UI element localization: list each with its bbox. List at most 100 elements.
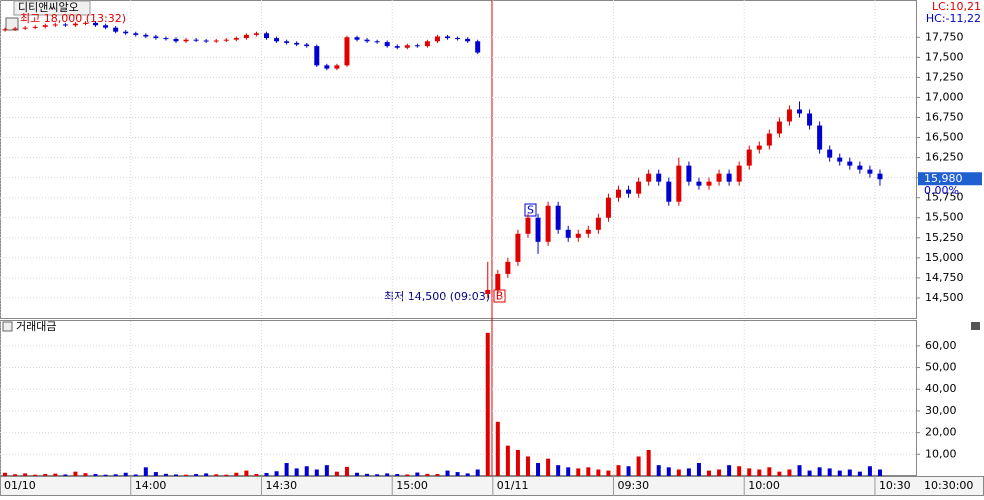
volume-bar	[113, 474, 118, 476]
volume-bar	[73, 471, 78, 476]
volume-bar	[3, 472, 8, 476]
y-tick-label: 14,500	[925, 291, 964, 304]
candle-body	[93, 22, 99, 26]
y-tick-label: 40,00	[925, 382, 957, 395]
candle-body	[716, 173, 722, 182]
volume-bar	[515, 449, 520, 476]
candle-body	[12, 28, 18, 30]
y-tick-label: 16,500	[925, 131, 964, 144]
volume-bar	[546, 458, 551, 476]
candle-body	[404, 45, 410, 48]
candle-body	[203, 40, 209, 42]
candle-body	[2, 29, 8, 31]
volume-bar	[676, 469, 681, 476]
volume-bar	[877, 469, 882, 476]
volume-bar	[23, 473, 28, 476]
candle-body	[736, 165, 742, 182]
candle-body	[52, 24, 58, 26]
candle-body	[485, 289, 491, 294]
volume-bar	[324, 465, 329, 476]
candle-body	[857, 165, 863, 170]
buy-marker-box	[493, 289, 506, 303]
volume-bar	[686, 468, 691, 476]
volume-bar	[747, 468, 752, 476]
volume-bar	[807, 470, 812, 476]
candle-body	[585, 229, 591, 234]
volume-bar	[184, 474, 189, 476]
volume-bar	[163, 473, 168, 476]
volume-title: 거래대금	[16, 320, 56, 333]
candle-body	[515, 233, 521, 262]
panel-icon	[2, 321, 13, 332]
candle-body	[394, 46, 400, 48]
volume-bar	[83, 473, 88, 476]
volume-bar	[365, 473, 370, 476]
volume-bar	[636, 456, 641, 476]
volume-bar	[33, 474, 38, 476]
volume-bar	[304, 466, 309, 476]
volume-bar	[93, 474, 98, 476]
volume-bar	[133, 474, 138, 476]
last-change: 0.00%	[924, 184, 959, 197]
y-tick-label: 17,250	[925, 70, 964, 83]
volume-bar	[143, 467, 148, 476]
candle-body	[153, 36, 159, 39]
volume-bar	[536, 462, 541, 476]
y-tick-label: 15,000	[925, 251, 964, 264]
volume-bar	[525, 456, 530, 476]
volume-bar	[254, 474, 259, 476]
volume-bar	[334, 471, 339, 476]
candle-body	[615, 189, 621, 198]
volume-bar	[737, 466, 742, 476]
volume-bar	[475, 469, 480, 476]
volume-bar	[284, 462, 289, 476]
panel-close[interactable]	[971, 322, 980, 330]
volume-bar	[495, 421, 500, 476]
volume-bar	[153, 472, 158, 476]
candle-body	[32, 26, 38, 28]
y-tick-label: 17,750	[925, 30, 964, 43]
x-tick-label: 10:00	[748, 479, 780, 492]
y-tick-label: 50,00	[925, 361, 957, 374]
volume-bar	[606, 470, 611, 476]
candle-body	[877, 173, 883, 180]
candle-body	[605, 197, 611, 218]
candle-body	[545, 205, 551, 242]
y-tick-label: 15,250	[925, 231, 964, 244]
volume-bar	[556, 465, 561, 476]
x-tick-label: 01/10	[4, 479, 36, 492]
y-tick-label: 30,00	[925, 404, 957, 417]
candle-body	[42, 25, 48, 27]
volume-bar	[13, 474, 18, 476]
volume-bar	[465, 473, 470, 476]
candle-body	[62, 24, 68, 26]
volume-bar	[355, 472, 360, 476]
candle-body	[837, 157, 843, 162]
candle-body	[354, 37, 360, 40]
volume-bar	[485, 332, 490, 476]
volume-bar	[435, 474, 440, 476]
candle-body	[344, 37, 350, 66]
volume-bar	[797, 465, 802, 476]
time-end: 10:30:00	[924, 479, 973, 492]
candle-body	[827, 149, 833, 158]
volume-bar	[103, 474, 108, 476]
y-tick-label: 14,750	[925, 271, 964, 284]
hc-label: HC:-11,22	[926, 12, 981, 25]
volume-bar	[385, 473, 390, 476]
candle-body	[636, 181, 642, 194]
candle-body	[676, 165, 682, 202]
candle-body	[626, 189, 632, 194]
volume-bar	[857, 471, 862, 476]
x-tick-label: 14:00	[135, 479, 167, 492]
y-tick-label: 10,00	[925, 447, 957, 460]
volume-bar	[415, 472, 420, 476]
volume-bar	[173, 474, 178, 476]
volume-bar	[586, 467, 591, 476]
x-tick-label: 15:00	[396, 479, 428, 492]
lc-label: LC:10,21	[932, 0, 981, 13]
candle-body	[807, 113, 813, 126]
y-tick-label: 20,00	[925, 426, 957, 439]
volume-bar	[596, 469, 601, 476]
volume-bar	[405, 474, 410, 476]
